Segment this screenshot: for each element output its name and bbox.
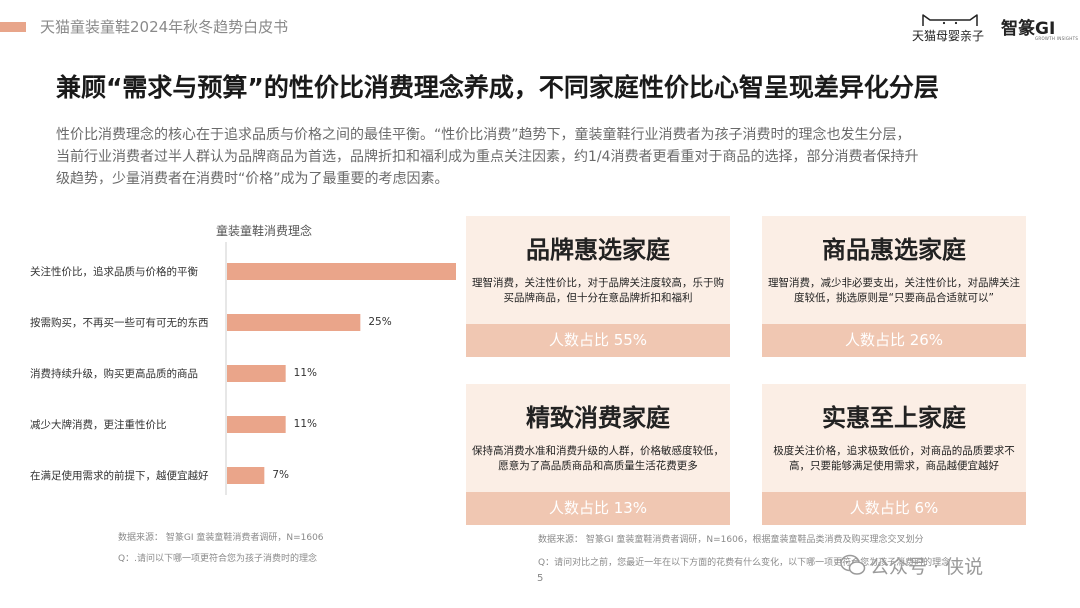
card-description: 理智消费，减少非必要支出，关注性价比，对品牌关注度较低，挑选原则是“只要商品合适… bbox=[768, 277, 1020, 304]
accent-block bbox=[0, 22, 26, 32]
chart-value-label: 25% bbox=[368, 315, 392, 328]
report-title: 天猫童装童鞋2024年秋冬趋势白皮书 bbox=[40, 18, 289, 36]
chart-bar bbox=[227, 467, 265, 484]
page-headline: 兼顾“需求与预算”的性价比消费理念养成，不同家庭性价比心智呈现差异化分层 bbox=[56, 73, 939, 102]
watermark-text: 公众号 · 侠说 bbox=[870, 556, 984, 578]
tmall-logo: 天猫母婴亲子 bbox=[912, 10, 988, 43]
chart-bar bbox=[227, 365, 286, 382]
chart-category-label: 减少大牌消费，更注重性价比 bbox=[30, 418, 167, 431]
header: 天猫童装童鞋2024年秋冬趋势白皮书 天猫母婴亲子 智篆GI GROWTH IN… bbox=[0, 0, 1080, 52]
chart-bar bbox=[227, 263, 456, 280]
chart-svg bbox=[225, 242, 456, 495]
card-share: 人数占比 13% bbox=[466, 492, 730, 525]
intro-line: 级趋势，少量消费者在消费时“价格”成为了最重要的考虑因素。 bbox=[56, 171, 449, 187]
intro-paragraph: 性价比消费理念的核心在于追求品质与价格之间的最佳平衡。“性价比消费”趋势下，童装… bbox=[56, 124, 1036, 190]
family-card-value: 实惠至上家庭 极度关注价格，追求极致低价，对商品的品质要求不高，只要能够满足使用… bbox=[762, 384, 1026, 525]
chart-bar bbox=[227, 314, 361, 331]
card-title: 实惠至上家庭 bbox=[822, 404, 966, 432]
chart-category-label: 在满足使用需求的前提下，越便宜越好 bbox=[30, 469, 209, 482]
card-title: 商品惠选家庭 bbox=[822, 236, 966, 264]
page-number: 5 bbox=[537, 573, 544, 584]
card-share: 人数占比 26% bbox=[762, 324, 1026, 357]
card-description: 极度关注价格，追求极致低价，对商品的品质要求不高，只要能够满足使用需求，商品越便… bbox=[773, 445, 1015, 472]
cat-logo-icon bbox=[922, 14, 978, 26]
chart-category-label: 按需购买，不再买一些可有可无的东西 bbox=[30, 316, 209, 329]
chart-question-note: Q：.请问以下哪一项更符合您为孩子消费时的理念 bbox=[118, 554, 317, 564]
chart-value-label: 7% bbox=[272, 468, 289, 481]
cards-question-note: Q：请问对比之前，您最近一年在以下方面的花费有什么变化，以下哪一项更符合您为孩子… bbox=[538, 558, 951, 568]
zhizhuan-logo-subtitle: GROWTH INSIGHTS bbox=[1035, 36, 1079, 41]
card-description: 理智消费，关注性价比，对于品牌关注度较高，乐于购买品牌商品，但十分在意品牌折扣和… bbox=[472, 277, 724, 304]
card-description: 保持高消费水准和消费升级的人群，价格敏感度较低，愿意为了高品质商品和高质量生活花… bbox=[472, 445, 724, 472]
chart-value-label: 11% bbox=[293, 417, 317, 430]
chart-title: 童装童鞋消费理念 bbox=[216, 224, 313, 238]
watermark: 公众号 · 侠说 bbox=[840, 552, 1050, 582]
consumption-concept-chart: 童装童鞋消费理念 关注性价比，追求品质与价格的平衡47%按需购买，不再买一些可有… bbox=[26, 216, 509, 506]
chart-value-label: 11% bbox=[293, 366, 317, 379]
zhizhuan-logo: 智篆GI GROWTH INSIGHTS bbox=[1001, 10, 1078, 42]
wechat-icon bbox=[840, 554, 866, 575]
chart-category-label: 关注性价比，追求品质与价格的平衡 bbox=[30, 265, 198, 278]
card-title: 精致消费家庭 bbox=[526, 404, 670, 432]
family-card-refined: 精致消费家庭 保持高消费水准和消费升级的人群，价格敏感度较低，愿意为了高品质商品… bbox=[466, 384, 730, 525]
family-card-product: 商品惠选家庭 理智消费，减少非必要支出，关注性价比，对品牌关注度较低，挑选原则是… bbox=[762, 216, 1026, 357]
tmall-logo-text: 天猫母婴亲子 bbox=[912, 29, 985, 43]
family-card-brand: 品牌惠选家庭 理智消费，关注性价比，对于品牌关注度较高，乐于购买品牌商品，但十分… bbox=[466, 216, 730, 357]
cards-source-note: 数据来源： 智篆GI 童装童鞋消费者调研，N=1606，根据童装童鞋品类消费及购… bbox=[538, 535, 924, 545]
card-share: 人数占比 6% bbox=[762, 492, 1026, 525]
chart-category-label: 消费持续升级，购买更高品质的商品 bbox=[30, 367, 198, 380]
intro-line: 当前行业消费者过半人群认为品牌商品为首选，品牌折扣和福利成为重点关注因素，约1/… bbox=[56, 149, 919, 165]
chart-bar bbox=[227, 416, 286, 433]
card-share: 人数占比 55% bbox=[466, 324, 730, 357]
intro-line: 性价比消费理念的核心在于追求品质与价格之间的最佳平衡。“性价比消费”趋势下，童装… bbox=[56, 127, 911, 143]
card-title: 品牌惠选家庭 bbox=[526, 236, 670, 264]
zhizhuan-logo-text: 智篆GI bbox=[1001, 19, 1056, 39]
chart-source-note: 数据来源： 智篆GI 童装童鞋消费者调研，N=1606 bbox=[118, 533, 324, 543]
